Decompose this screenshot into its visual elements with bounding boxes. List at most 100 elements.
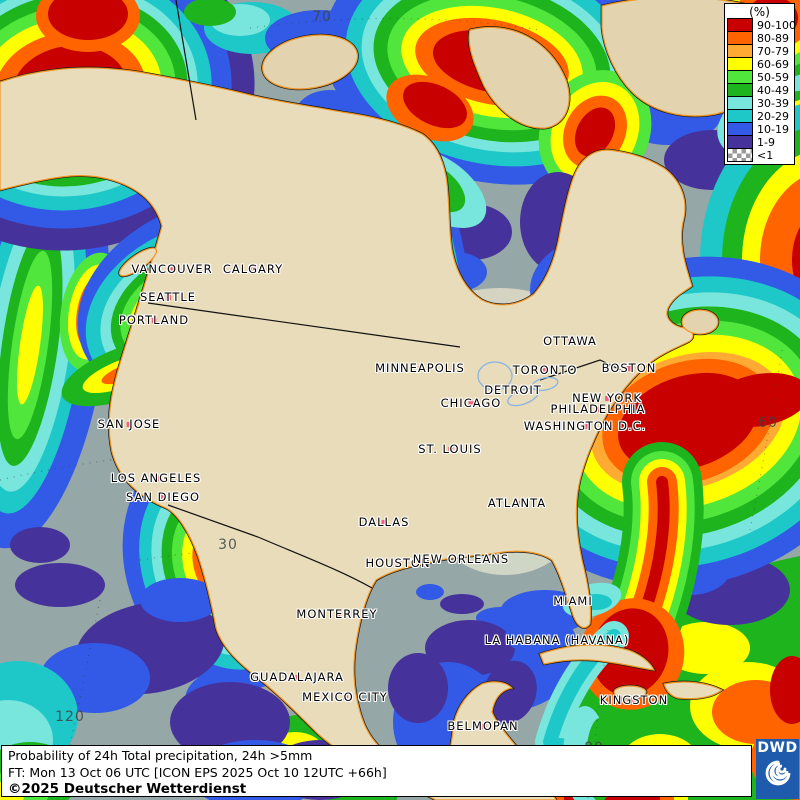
legend-row: <1 [727,148,792,162]
city-marker-dot [514,501,520,506]
city-marker-dot [571,599,576,604]
legend-label: 50-59 [757,71,789,84]
legend-label: 80-89 [757,32,789,45]
legend-rows: 90-100 80-89 70-79 60-69 50-59 40-49 30-39 20-2… [727,18,796,162]
city-marker-dot [251,267,256,272]
legend-row: 50-59 [727,70,792,84]
city-marker-dot [605,396,610,401]
city-marker-dot [334,612,340,617]
city-marker-dot [294,675,300,680]
legend-swatch [727,18,753,32]
legend-swatch [727,70,753,84]
caption-copyright: ©2025 Deutscher Wetterdienst [8,781,247,797]
graticule-label: 60 [758,415,778,431]
city-label: ST. LOUIS [418,442,482,456]
city-marker-dot [127,422,132,427]
legend-label: 70-79 [757,45,789,58]
dwd-logo: DWD [756,739,799,799]
city-label: KINGSTON [599,693,669,707]
city-marker-dot [166,295,171,300]
legend-swatch [727,83,753,97]
city-label: GUADALAJARA [250,670,344,684]
city-label: VANCOUVER [131,262,213,276]
legend-row: 90-100 [727,18,796,32]
city-marker-dot [510,388,516,393]
city-label: LOS ANGELES [110,471,202,485]
city-label: PHILADELPHIA [550,402,646,416]
city-label: TORONTO [512,363,578,377]
legend-swatch [727,135,753,149]
city-label: MIAMI [553,594,593,608]
legend-label: 20-29 [757,110,789,123]
city-label: WASHINGTON D.C. [523,419,647,433]
city-label: DETROIT [484,383,542,397]
graticule-label: 70 [312,9,332,25]
legend-label: 90-100 [757,19,796,32]
city-label: BOSTON [601,361,657,375]
legend-label: 1-9 [757,136,775,149]
legend-label: <1 [757,149,774,162]
city-marker-dot [632,698,637,703]
city-marker-dot [458,557,464,562]
city-label: BELMOPAN [447,719,519,733]
city-label: SEATTLE [139,290,197,304]
city-marker-dot [583,424,588,429]
city-marker-dot [543,368,548,373]
legend-label: 60-69 [757,58,789,71]
city-marker-dot [448,447,453,452]
caption-forecast-time: FT: Mon 13 Oct 06 UTC [ICON EPS 2025 Oct… [8,765,387,780]
legend-title: (%) [749,5,770,19]
city-label: SAN JOSE [97,417,161,431]
graticule-label: 120 [55,709,85,725]
legend-swatch [727,31,753,45]
caption-box: Probability of 24h Total precipitation, … [1,745,752,797]
city-label: NEW YORK [572,391,642,405]
city-label: MEXICO CITY [302,690,388,704]
legend-swatch [727,96,753,110]
city-label: DALLAS [358,515,410,529]
city-label: ATLANTA [487,496,547,510]
legend-row: 70-79 [727,44,792,58]
legend-swatch [727,44,753,58]
city-label: PORTLAND [118,313,190,327]
dwd-logo-text: DWD [757,740,798,756]
city-marker-dot [342,695,348,700]
legend-swatch [727,109,753,123]
city-marker-dot [418,366,423,371]
legend: (%) 90-100 80-89 70-79 60-69 50-59 40-49 30-39… [724,3,796,165]
legend-label: 10-19 [757,123,789,136]
city-label: OTTAWA [543,334,597,348]
city-label: HOUSTON [365,556,431,570]
lake-outline-layer [477,361,559,407]
city-label: MONTERREY [296,607,378,621]
dwd-spiral-icon [765,760,790,786]
city-marker-dot [395,561,401,566]
legend-label: 40-49 [757,84,789,97]
legend-swatch [727,57,753,71]
city-label: CALGARY [222,262,284,276]
city-marker-dot [567,339,573,344]
city-label: MINNEAPOLIS [375,361,465,375]
city-marker-dot [161,495,166,500]
city-marker-dot [481,724,486,729]
city-marker-dot [555,638,560,643]
city-label: LA HABANA (HAVANA) [484,633,630,647]
legend-row: 10-19 [727,122,792,136]
caption-product-title: Probability of 24h Total precipitation, … [8,748,313,763]
city-label: NEW ORLEANS [412,552,510,566]
legend-swatch [727,122,753,136]
city-marker-dot [468,401,474,406]
city-marker-dot [381,520,387,525]
city-marker-dot [154,476,159,481]
city-label: CHICAGO [440,396,502,410]
city-marker-dot [595,407,601,412]
city-marker-dot [169,267,175,272]
city-marker-dot [627,366,632,371]
graticule-label: 30 [218,537,238,553]
legend-swatch [727,148,753,162]
city-marker-dot [151,318,157,323]
legend-label: 30-39 [757,97,789,110]
city-label: SAN DIEGO [125,490,201,504]
